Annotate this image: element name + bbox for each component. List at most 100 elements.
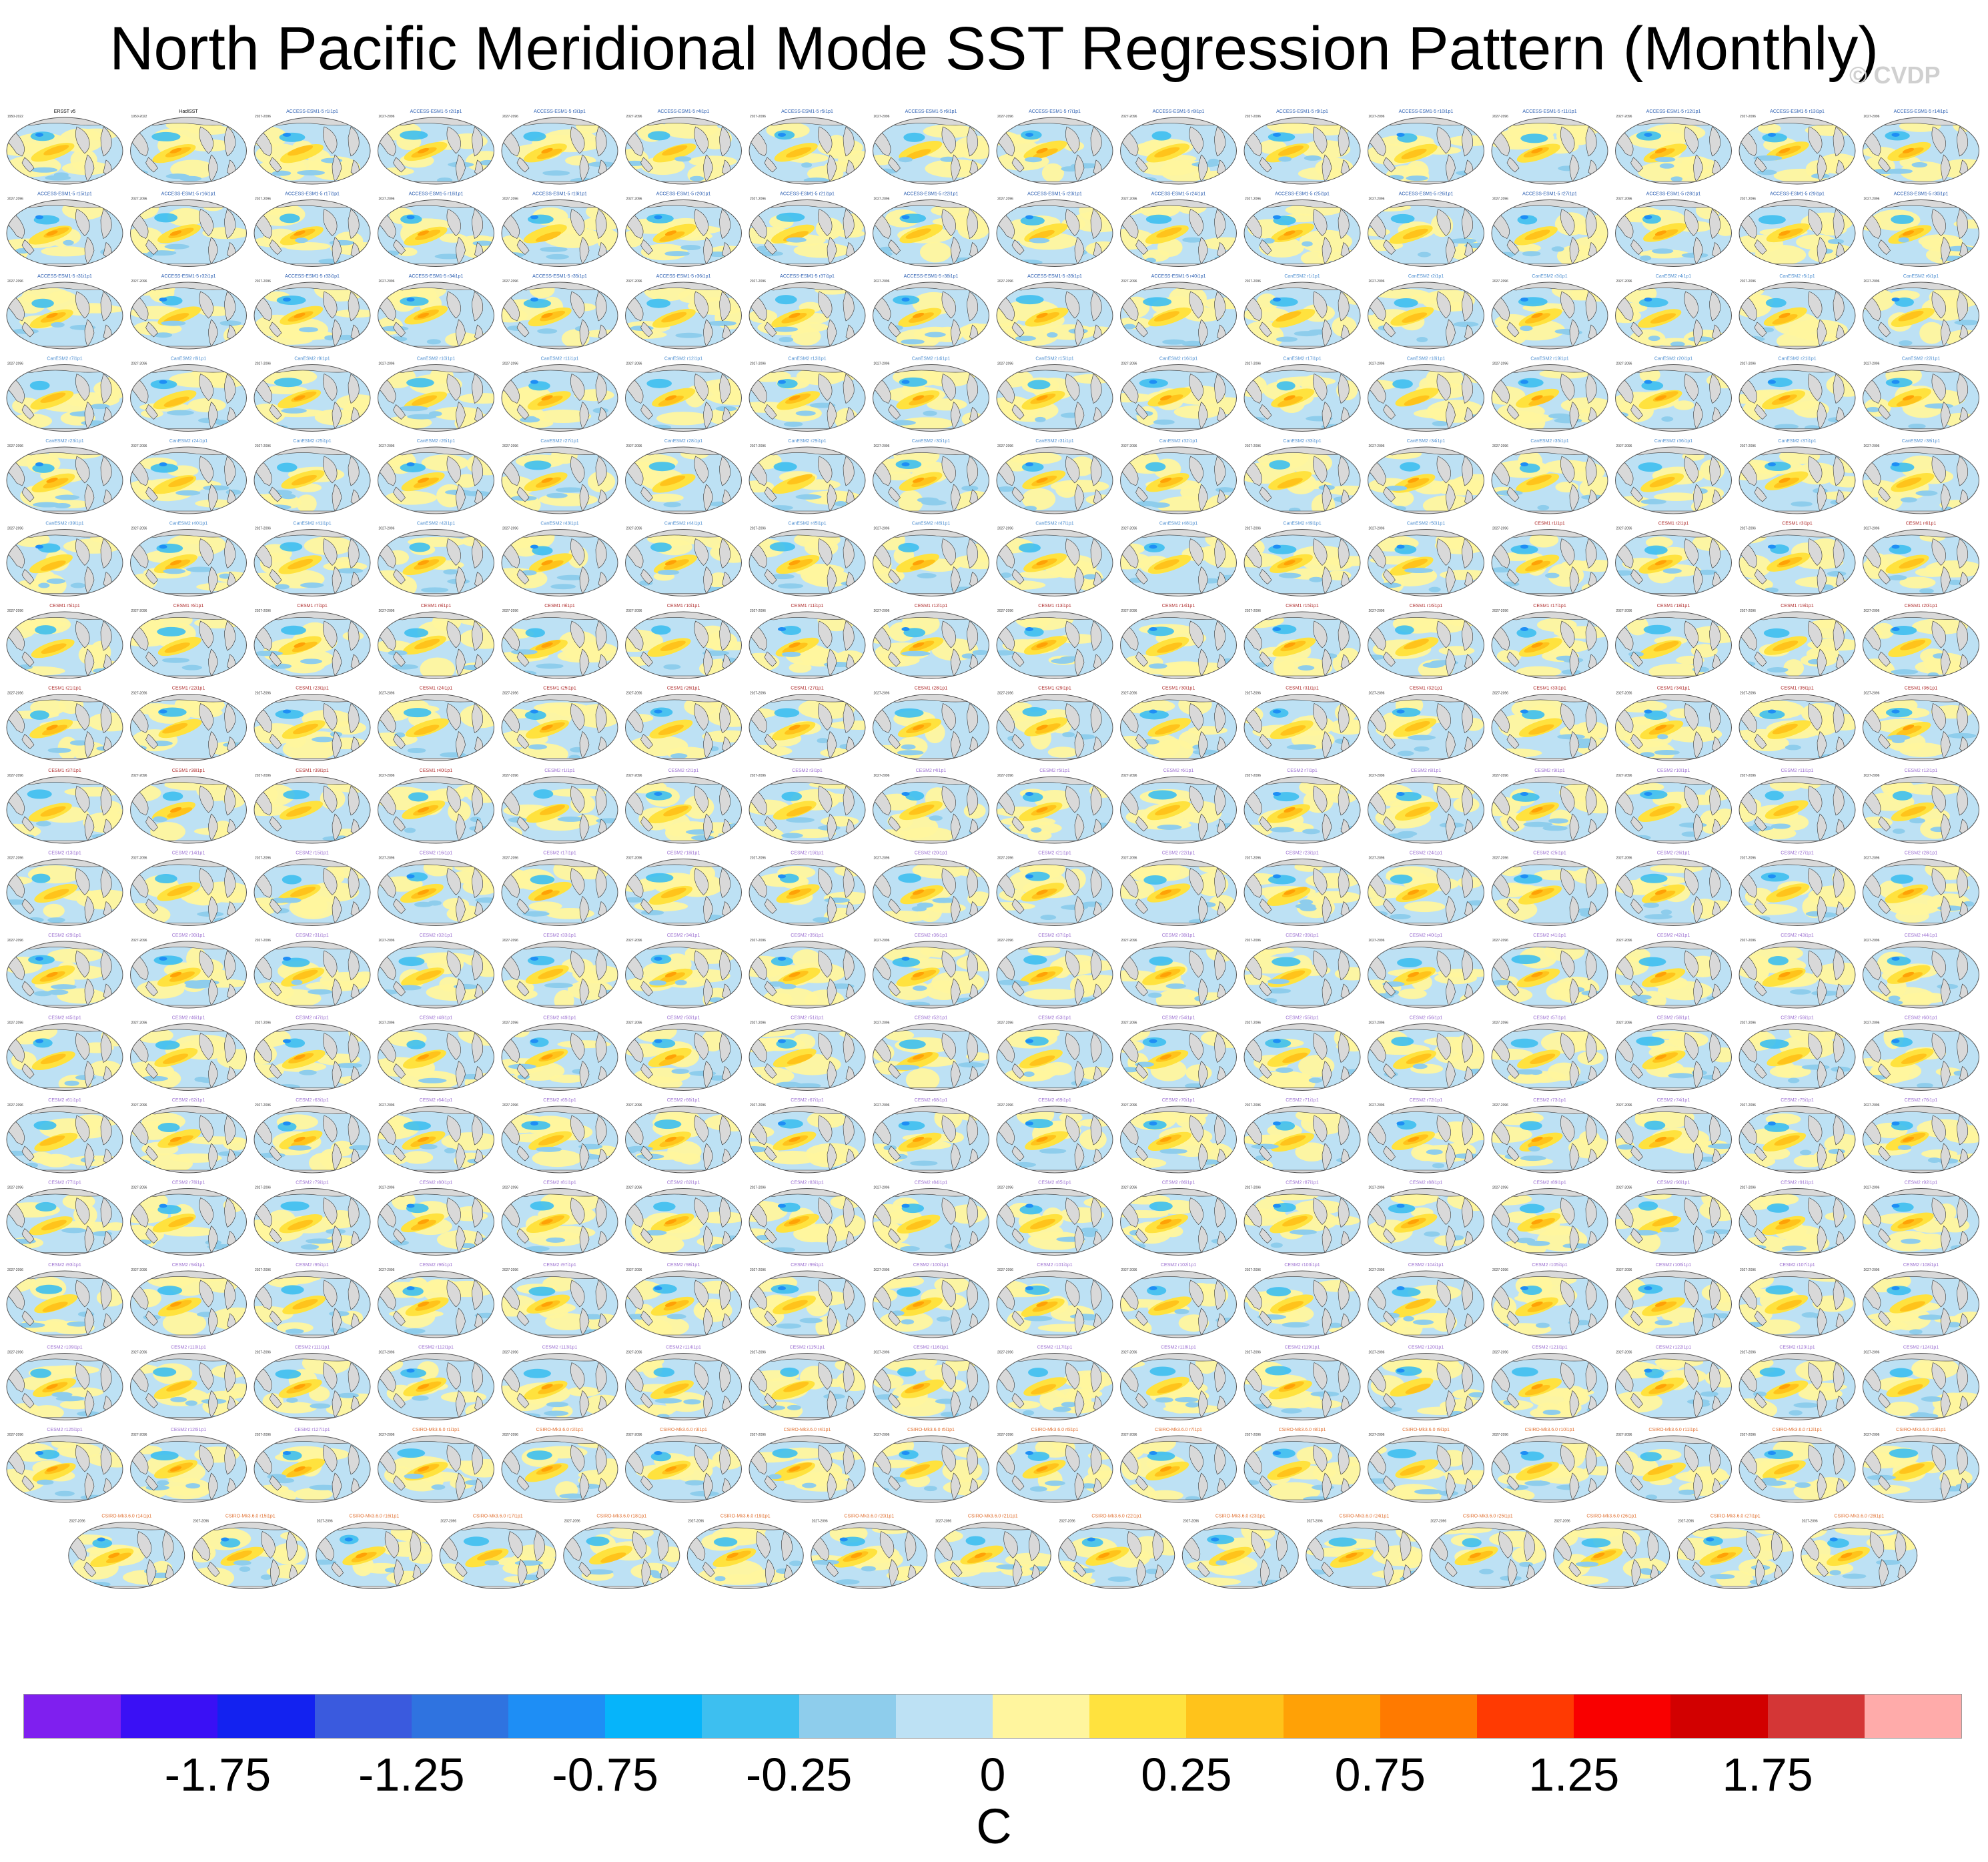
panel-period: 2027-2096: [1245, 609, 1261, 613]
panel-period: 2027-2096: [1554, 1520, 1570, 1524]
panel-period: 2027-2096: [379, 774, 395, 778]
map-panel: ACCESS-ESM1-5 r23i1p1 2027-2096: [996, 192, 1113, 267]
map-panel: CESM2 r82i1p1 2027-2096: [625, 1181, 742, 1256]
panel-title: CESM2 r75i1p1: [1781, 1098, 1814, 1103]
map-panel: CESM2 r10i1p1 2027-2096: [1615, 769, 1732, 844]
panel-period: 2027-2096: [131, 1186, 147, 1190]
map-panel: CESM1 r37i1p1 2027-2096: [6, 769, 123, 844]
panel-title: ACCESS-ESM1-5 r14i1p1: [1894, 109, 1949, 114]
map-panel: CanESM2 r14i1p1 2027-2096: [873, 357, 989, 432]
map-panel: CESM2 r121i1p1 2027-2096: [1491, 1346, 1608, 1420]
panel-period: 2027-2096: [626, 527, 642, 531]
panel-title: CanESM2 r48i1p1: [1159, 522, 1197, 526]
panel-period: 2027-2096: [1740, 1186, 1756, 1190]
panel-period: 2027-2096: [7, 774, 23, 778]
panel-period: 2027-2096: [626, 362, 642, 366]
panel-title: CanESM2 r43i1p1: [540, 522, 578, 526]
panel-period: 2027-2096: [1369, 362, 1385, 366]
map-panel: CESM2 r37i1p1 2027-2096: [996, 933, 1113, 1009]
panel-title: CESM1 r37i1p1: [48, 769, 81, 773]
map-panel: CESM2 r36i1p1 2027-2096: [873, 933, 989, 1009]
map-panel: CanESM2 r47i1p1 2027-2096: [996, 522, 1113, 596]
map-panel: CESM1 r28i1p1 2027-2096: [873, 686, 989, 761]
map-panel: CESM2 r15i1p1 2027-2096: [254, 851, 371, 926]
panel-title: CESM2 r114i1p1: [666, 1346, 701, 1350]
panel-title: CESM1 r11i1p1: [791, 604, 824, 608]
panel-title: CESM2 r71i1p1: [1286, 1098, 1319, 1103]
panel-title: CSIRO-Mk3.6.0 r10i1p1: [1525, 1428, 1575, 1432]
map-panel: ACCESS-ESM1-5 r37i1p1 2027-2096: [749, 274, 866, 350]
panel-title: CESM2 r76i1p1: [1905, 1098, 1938, 1103]
map-panel: ACCESS-ESM1-5 r21i1p1 2027-2096: [749, 192, 866, 267]
panel-title: CSIRO-Mk3.6.0 r17i1p1: [473, 1514, 523, 1519]
panel-title: CESM2 r50i1p1: [667, 1016, 700, 1021]
map-panel: CESM2 r27i1p1 2027-2096: [1738, 851, 1856, 926]
map-panel: ACCESS-ESM1-5 r40i1p1 2027-2096: [1120, 274, 1237, 350]
map-panel: ACCESS-ESM1-5 r5i1p1 2027-2096: [749, 109, 866, 185]
panel-period: 2027-2096: [997, 1268, 1013, 1272]
panel-period: 2027-2096: [502, 1021, 518, 1025]
panel-title: CSIRO-Mk3.6.0 r18i1p1: [596, 1514, 646, 1519]
map-panel: CESM2 r97i1p1 2027-2096: [501, 1263, 618, 1338]
panel-title: CESM2 r74i1p1: [1657, 1098, 1690, 1103]
map-panel: ACCESS-ESM1-5 r35i1p1 2027-2096: [501, 274, 618, 350]
map-panel: CSIRO-Mk3.6.0 r16i1p1 2027-2096: [316, 1514, 433, 1589]
panel-period: 2027-2096: [502, 115, 518, 119]
panel-period: 2027-2096: [1245, 197, 1261, 201]
colorbar-tick-label: -0.25: [745, 1749, 853, 1801]
panel-period: 2027-2096: [1245, 1186, 1261, 1190]
panel-title: CESM2 r35i1p1: [791, 933, 824, 938]
panel-period: 2027-2096: [131, 362, 147, 366]
map-panel: CESM2 r122i1p1 2027-2096: [1615, 1346, 1732, 1420]
panel-period: 2027-2096: [255, 444, 271, 448]
panel-period: 2027-2096: [1121, 280, 1137, 284]
map-panel: CanESM2 r2i1p1 2027-2096: [1368, 274, 1484, 350]
map-panel: ACCESS-ESM1-5 r6i1p1 2027-2096: [873, 109, 989, 185]
panel-title: ACCESS-ESM1-5 r15i1p1: [37, 192, 92, 197]
map-panel: CESM2 r78i1p1 2027-2096: [130, 1181, 247, 1256]
panel-title: CESM1 r36i1p1: [1905, 686, 1938, 691]
panel-period: 2027-2096: [131, 692, 147, 696]
panel-title: CESM2 r42i1p1: [1657, 933, 1690, 938]
panel-title: CanESM2 r38i1p1: [1902, 439, 1940, 444]
panel-period: 2027-2096: [1864, 115, 1880, 119]
panel-period: 2027-2096: [7, 527, 23, 531]
map-panel: ACCESS-ESM1-5 r33i1p1 2027-2096: [254, 274, 371, 350]
map-panel: CESM2 r114i1p1 2027-2096: [625, 1346, 742, 1420]
panel-period: 2027-2096: [750, 444, 766, 448]
map-panel: ACCESS-ESM1-5 r18i1p1 2027-2096: [378, 192, 494, 267]
panel-title: CESM2 r1i1p1: [544, 769, 575, 773]
map-panel: CanESM2 r4i1p1 2027-2096: [1615, 274, 1732, 350]
map-panel: CESM2 r51i1p1 2027-2096: [749, 1016, 866, 1091]
panel-title: CESM2 r127i1p1: [294, 1428, 330, 1432]
panel-title: CSIRO-Mk3.6.0 r9i1p1: [1402, 1428, 1450, 1432]
map-panel: CESM1 r16i1p1 2027-2096: [1368, 604, 1484, 679]
map-panel: ACCESS-ESM1-5 r3i1p1 2027-2096: [501, 109, 618, 185]
panel-period: 2027-2096: [69, 1520, 85, 1524]
map-panel: CESM2 r45i1p1 2027-2096: [6, 1016, 123, 1091]
panel-period: 2027-2096: [626, 609, 642, 613]
panel-title: CESM2 r69i1p1: [1038, 1098, 1071, 1103]
panel-period: 2027-2096: [7, 362, 23, 366]
panel-period: 2027-2096: [626, 1186, 642, 1190]
map-panel: ACCESS-ESM1-5 r38i1p1 2027-2096: [873, 274, 989, 350]
panel-period: 2027-2096: [1864, 1433, 1880, 1437]
map-panel: CESM1 r34i1p1 2027-2096: [1615, 686, 1732, 761]
map-panel: CESM2 r17i1p1 2027-2096: [501, 851, 618, 926]
map-panel: CESM2 r71i1p1 2027-2096: [1244, 1098, 1361, 1174]
map-panel: CanESM2 r33i1p1 2027-2096: [1244, 439, 1361, 514]
panel-title: CESM2 r34i1p1: [667, 933, 700, 938]
panel-period: 1950-2022: [7, 115, 23, 119]
map-panel: CESM2 r84i1p1 2027-2096: [873, 1181, 989, 1256]
colorbar-swatch-4: [411, 1695, 509, 1738]
colorbar-swatch-0: [24, 1695, 121, 1738]
panel-period: 2027-2096: [1864, 692, 1880, 696]
map-panel: CSIRO-Mk3.6.0 r17i1p1 2027-2096: [439, 1514, 556, 1589]
panel-period: 2027-2096: [1616, 1103, 1632, 1107]
map-panel: CESM1 r3i1p1 2027-2096: [1738, 522, 1856, 596]
map-panel: CSIRO-Mk3.6.0 r22i1p1 2027-2096: [1058, 1514, 1175, 1589]
map-panel: CESM2 r63i1p1 2027-2096: [254, 1098, 371, 1174]
panel-period: 2027-2096: [1740, 444, 1756, 448]
map-panel: CESM2 r67i1p1 2027-2096: [749, 1098, 866, 1174]
map-panel: CSIRO-Mk3.6.0 r4i1p1 2027-2096: [749, 1428, 866, 1503]
